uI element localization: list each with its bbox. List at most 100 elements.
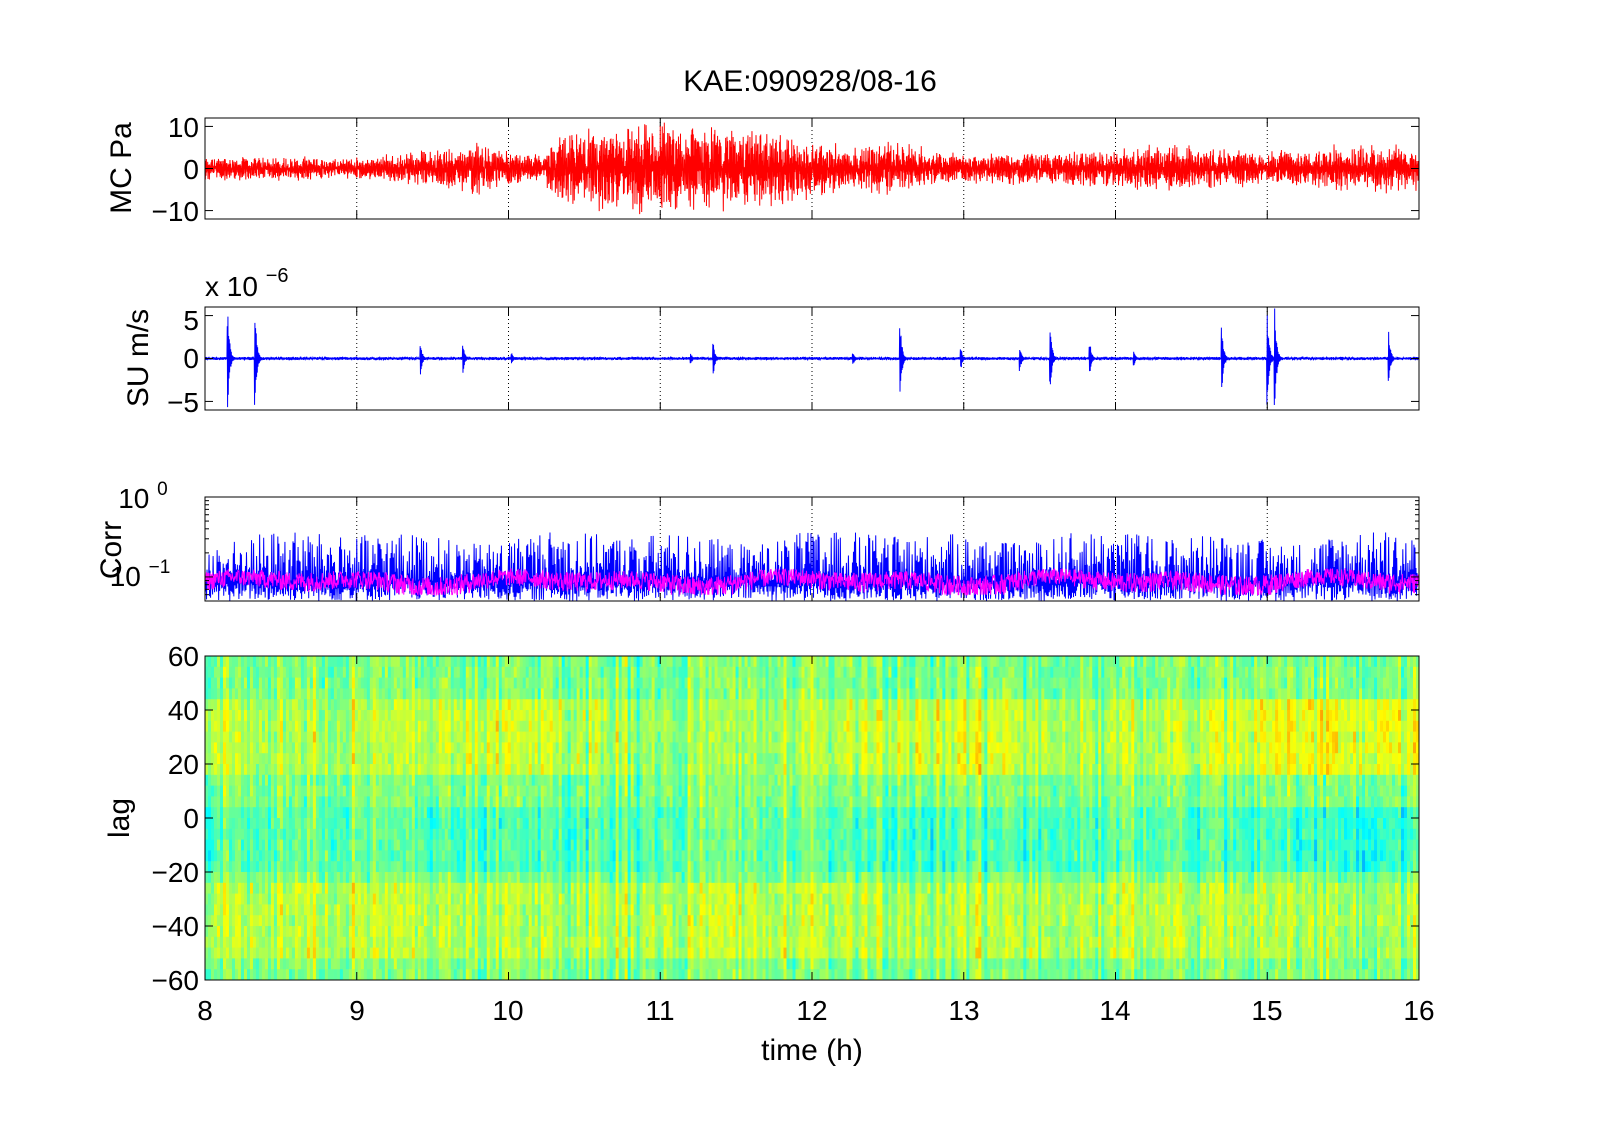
- heatmap-cell: [252, 677, 257, 689]
- heatmap-cell: [342, 839, 347, 851]
- heatmap-cell: [303, 720, 308, 733]
- heatmap-cell: [222, 818, 227, 830]
- heatmap-cell: [291, 926, 296, 938]
- heatmap-cell: [211, 850, 215, 862]
- heatmap-cell: [252, 785, 257, 797]
- heatmap-cell: [294, 710, 299, 722]
- heatmap-cell: [208, 947, 212, 959]
- heatmap-cell: [276, 872, 281, 884]
- heatmap-cell: [205, 958, 209, 970]
- heatmap-cell: [255, 915, 260, 927]
- heatmap-cell: [300, 774, 305, 787]
- heatmap-cell: [282, 796, 287, 808]
- heatmap-cell: [255, 677, 260, 689]
- heatmap-cell: [264, 720, 269, 733]
- heatmap-cell: [261, 958, 266, 970]
- heatmap-cell: [288, 764, 293, 776]
- heatmap-cell: [208, 699, 212, 711]
- heatmap-cell: [270, 656, 275, 668]
- heatmap-cell: [222, 828, 227, 841]
- heatmap-cell: [234, 839, 239, 851]
- heatmap-cell: [282, 807, 287, 819]
- heatmap-cell: [243, 947, 248, 959]
- heatmap-cell: [222, 720, 227, 733]
- heatmap-cell: [339, 893, 344, 905]
- heatmap-cell: [237, 688, 242, 700]
- heatmap-cell: [294, 818, 299, 830]
- heatmap-cell: [234, 936, 239, 949]
- heatmap-cell: [211, 861, 215, 873]
- heatmap-cell: [294, 666, 299, 679]
- heatmap-cell: [294, 828, 299, 841]
- heatmap-cell: [225, 785, 230, 797]
- heatmap-cell: [264, 926, 269, 938]
- heatmap-cell: [315, 720, 320, 733]
- heatmap-cell: [249, 785, 254, 797]
- heatmap-cell: [324, 774, 329, 787]
- heatmap-cell: [321, 796, 326, 808]
- heatmap-cell: [327, 850, 332, 862]
- heatmap-cell: [255, 796, 260, 808]
- heatmap-cell: [267, 882, 272, 895]
- heatmap-cell: [297, 926, 302, 938]
- heatmap-cell: [288, 796, 293, 808]
- heatmap-cell: [336, 958, 341, 970]
- heatmap-cell: [225, 926, 230, 938]
- heatmap-cell: [309, 915, 314, 927]
- heatmap-cell: [294, 872, 299, 884]
- heatmap-cell: [342, 796, 347, 808]
- heatmap-cell: [324, 904, 329, 916]
- heatmap-cell: [330, 850, 335, 862]
- heatmap-cell: [261, 828, 266, 841]
- heatmap-cell: [240, 720, 245, 733]
- heatmap-cell: [225, 764, 230, 776]
- heatmap-cell: [315, 742, 320, 754]
- heatmap-cell: [273, 828, 278, 841]
- heatmap-cell: [309, 656, 314, 668]
- heatmap-cell: [219, 731, 224, 743]
- heatmap-cell: [324, 850, 329, 862]
- heatmap-cell: [291, 731, 296, 743]
- heatmap-cell: [252, 731, 257, 743]
- heatmap-cell: [252, 688, 257, 700]
- heatmap-cell: [342, 731, 347, 743]
- heatmap-cell: [237, 947, 242, 959]
- heatmap-cell: [321, 861, 326, 873]
- heatmap-cell: [336, 753, 341, 765]
- heatmap-cell: [279, 872, 284, 884]
- heatmap-cell: [273, 893, 278, 905]
- mc-ylabel: MC Pa: [105, 122, 138, 214]
- heatmap-cell: [225, 958, 230, 970]
- heatmap-cell: [267, 710, 272, 722]
- heatmap-cell: [339, 850, 344, 862]
- heatmap-cell: [339, 710, 344, 722]
- heatmap-cell: [342, 720, 347, 733]
- heatmap-cell: [237, 904, 242, 916]
- heatmap-cell: [321, 807, 326, 819]
- heatmap-cell: [264, 915, 269, 927]
- heatmap-cell: [270, 915, 275, 927]
- heatmap-cell: [240, 818, 245, 830]
- heatmap-cell: [270, 850, 275, 862]
- heatmap-cell: [309, 774, 314, 787]
- heatmap-cell: [234, 699, 239, 711]
- su-ytick-5: 5: [183, 305, 199, 336]
- heatmap-cell: [249, 882, 254, 895]
- heatmap-cell: [208, 872, 212, 884]
- heatmap-cell: [228, 828, 233, 841]
- heatmap-cell: [300, 688, 305, 700]
- heatmap-cell: [318, 699, 323, 711]
- heatmap-cell: [297, 796, 302, 808]
- heatmap-cell: [306, 828, 311, 841]
- heatmap-cell: [294, 850, 299, 862]
- heatmap-cell: [303, 936, 308, 949]
- heatmap-cell: [252, 710, 257, 722]
- heatmap-cell: [303, 828, 308, 841]
- heatmap-cell: [309, 720, 314, 733]
- heatmap-cell: [300, 850, 305, 862]
- heatmap-cell: [306, 807, 311, 819]
- heatmap-cell: [243, 785, 248, 797]
- heatmap-cell: [231, 850, 236, 862]
- heatmap-cell: [285, 947, 290, 959]
- heatmap-cell: [234, 688, 239, 700]
